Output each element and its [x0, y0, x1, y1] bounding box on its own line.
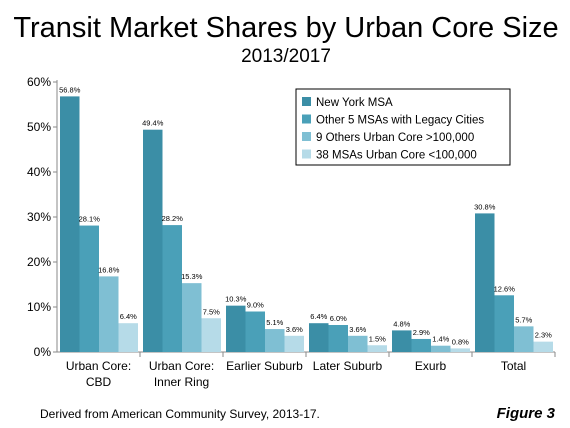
legend-label: Other 5 MSAs with Legacy Cities	[316, 115, 484, 127]
bar	[367, 345, 387, 352]
bar	[60, 96, 80, 353]
data-label: 16.8%	[98, 265, 120, 274]
bar	[201, 318, 221, 352]
data-label: 3.6%	[349, 325, 366, 334]
bar	[431, 345, 451, 352]
legend-box	[295, 88, 511, 166]
data-label: 49.4%	[142, 119, 164, 128]
y-tick-label: 10%	[27, 300, 51, 314]
x-tick-label: Earlier Suburb	[226, 359, 303, 373]
legend-swatch	[302, 132, 311, 141]
legend-swatch	[302, 114, 311, 124]
x-tick-label: CBD	[86, 375, 112, 389]
data-label: 28.2%	[162, 214, 184, 223]
data-label: 6.4%	[120, 312, 137, 321]
bar	[348, 335, 368, 352]
x-tick-label: Total	[501, 359, 526, 373]
bar	[411, 338, 431, 352]
data-label: 1.4%	[432, 335, 449, 344]
data-label: 2.9%	[413, 328, 430, 337]
chart-subtitle: 2013/2017	[241, 46, 331, 67]
data-label: 9.0%	[247, 301, 264, 310]
bar	[392, 330, 412, 352]
bar	[494, 295, 514, 352]
y-tick-label: 0%	[34, 345, 52, 359]
source-note: Derived from American Community Survey, …	[40, 407, 320, 421]
legend-label: 9 Others Urban Core >100,000	[316, 132, 474, 144]
bar	[182, 283, 202, 352]
legend-swatch	[302, 149, 311, 159]
data-label: 6.4%	[310, 312, 327, 321]
legend-label: New York MSA	[316, 97, 393, 109]
data-label: 1.5%	[369, 334, 386, 343]
bar	[328, 325, 348, 352]
data-label: 15.3%	[181, 272, 203, 281]
x-tick-label: Inner Ring	[154, 375, 209, 389]
y-tick-label: 60%	[27, 75, 51, 89]
data-label: 5.7%	[515, 315, 532, 324]
bar	[118, 323, 138, 352]
y-tick-label: 40%	[27, 165, 51, 179]
x-tick-label: Later Suburb	[313, 359, 383, 373]
data-label: 7.5%	[203, 307, 220, 316]
bar	[284, 335, 304, 352]
data-label: 4.8%	[393, 319, 410, 328]
legend-label: 38 MSAs Urban Core <100,000	[316, 150, 477, 162]
x-tick-label: Urban Core:	[149, 359, 214, 373]
bar	[450, 348, 470, 352]
data-label: 10.3%	[225, 295, 247, 304]
bar	[514, 326, 534, 352]
data-label: 12.6%	[494, 284, 516, 293]
legend: New York MSA Other 5 MSAs with Legacy Cit…	[295, 88, 511, 166]
bar	[533, 341, 553, 352]
data-label: 30.8%	[474, 202, 496, 211]
plot-area: 0% 10% 20% 30% 40% 50% 60% Urban Core: CBD Urban …	[27, 75, 556, 389]
data-label: 28.1%	[79, 215, 101, 224]
bar	[162, 225, 182, 352]
data-label: 2.3%	[535, 331, 552, 340]
data-label: 6.0%	[330, 314, 347, 323]
bar	[226, 305, 246, 352]
x-tick-label: Urban Core:	[66, 359, 131, 373]
bar	[143, 129, 163, 352]
figure-label: Figure 3	[497, 405, 556, 422]
y-tick-label: 20%	[27, 255, 51, 269]
bar	[475, 213, 495, 352]
data-label: 56.8%	[59, 85, 81, 94]
x-tick-label: Exurb	[415, 359, 447, 373]
data-label: 5.1%	[266, 318, 283, 327]
y-tick-label: 50%	[27, 120, 51, 134]
bar	[79, 225, 99, 352]
bar	[99, 276, 119, 352]
y-tick-label: 30%	[27, 210, 51, 224]
data-label: 0.8%	[452, 337, 469, 346]
chart-title: Transit Market Shares by Urban Core Size	[13, 12, 558, 44]
bar	[245, 311, 265, 352]
data-label: 3.6%	[286, 325, 303, 334]
bar	[309, 323, 329, 352]
legend-swatch	[302, 97, 311, 106]
bar	[265, 329, 285, 352]
